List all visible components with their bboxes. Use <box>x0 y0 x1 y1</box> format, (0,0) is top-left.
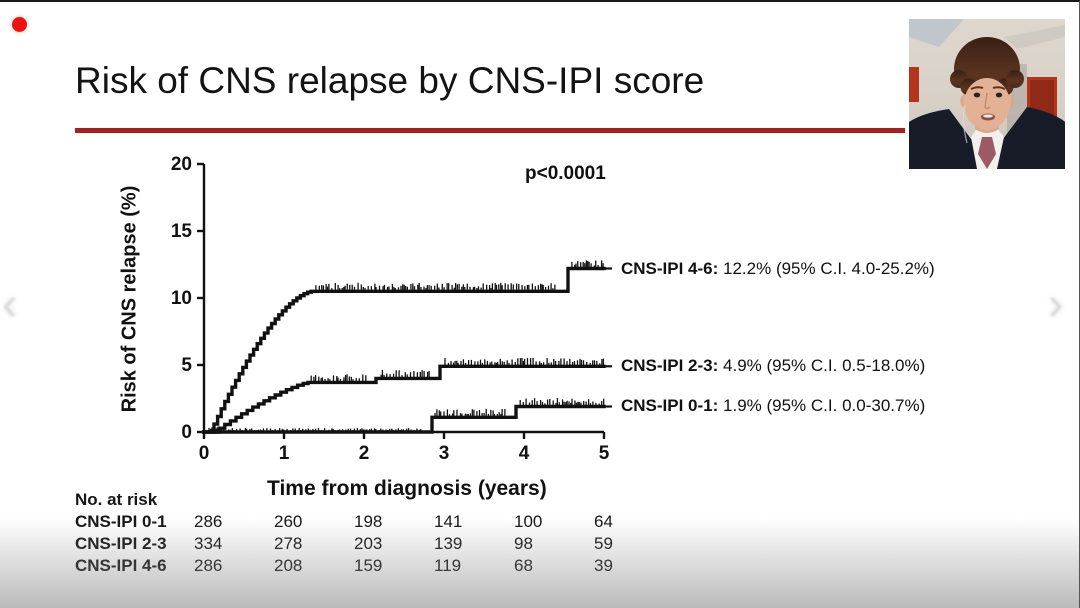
svg-text:0: 0 <box>181 422 192 443</box>
svg-text:2: 2 <box>359 443 370 464</box>
svg-text:0: 0 <box>199 443 210 464</box>
svg-text:15: 15 <box>171 221 193 242</box>
svg-text:5: 5 <box>181 355 192 376</box>
svg-text:4: 4 <box>519 443 530 464</box>
svg-text:3: 3 <box>439 443 450 464</box>
svg-text:20: 20 <box>171 154 192 175</box>
svg-text:1: 1 <box>279 443 290 464</box>
svg-text:5: 5 <box>599 443 610 464</box>
svg-text:10: 10 <box>171 288 192 309</box>
